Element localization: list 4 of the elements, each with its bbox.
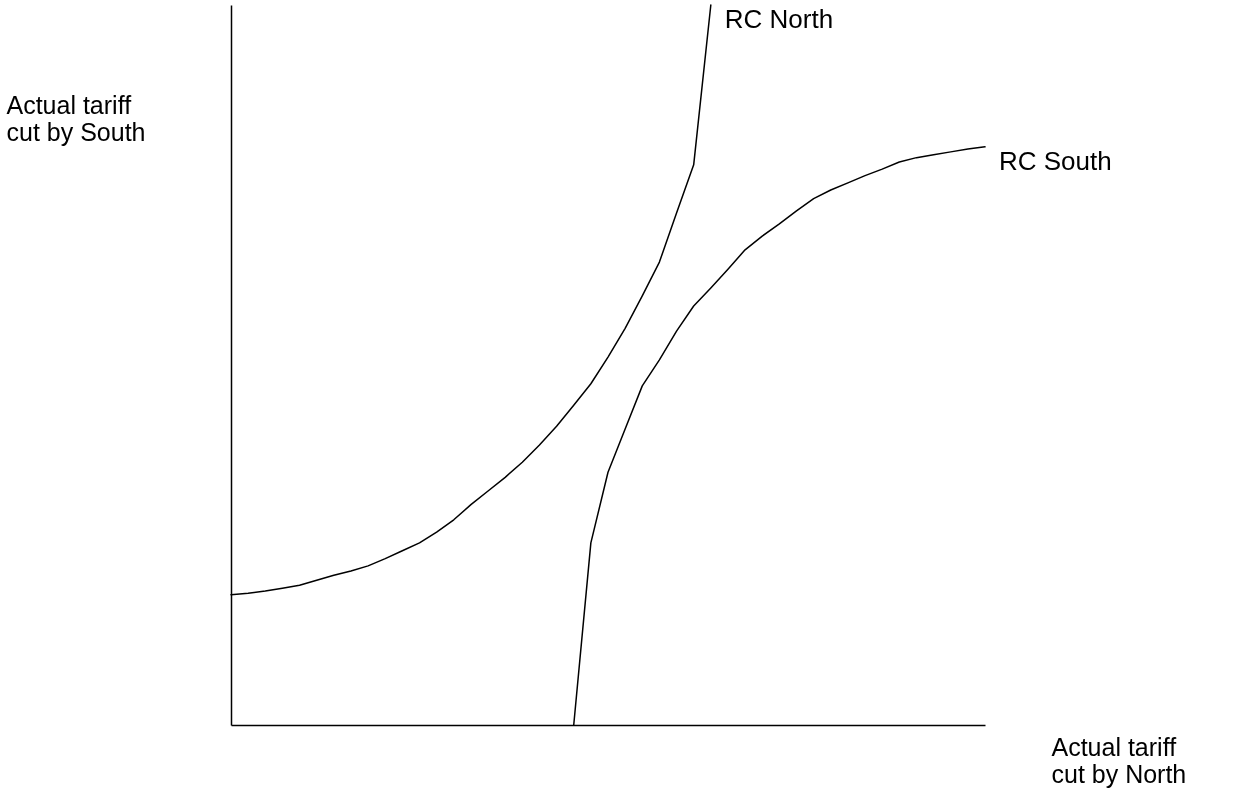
x-axis-title: Actual tariff cut by North: [1051, 732, 1187, 788]
series-label: RC North: [724, 4, 834, 34]
series-label: RC South: [999, 145, 1112, 176]
y-axis-title: Actual tariff cut by South: [6, 90, 146, 146]
